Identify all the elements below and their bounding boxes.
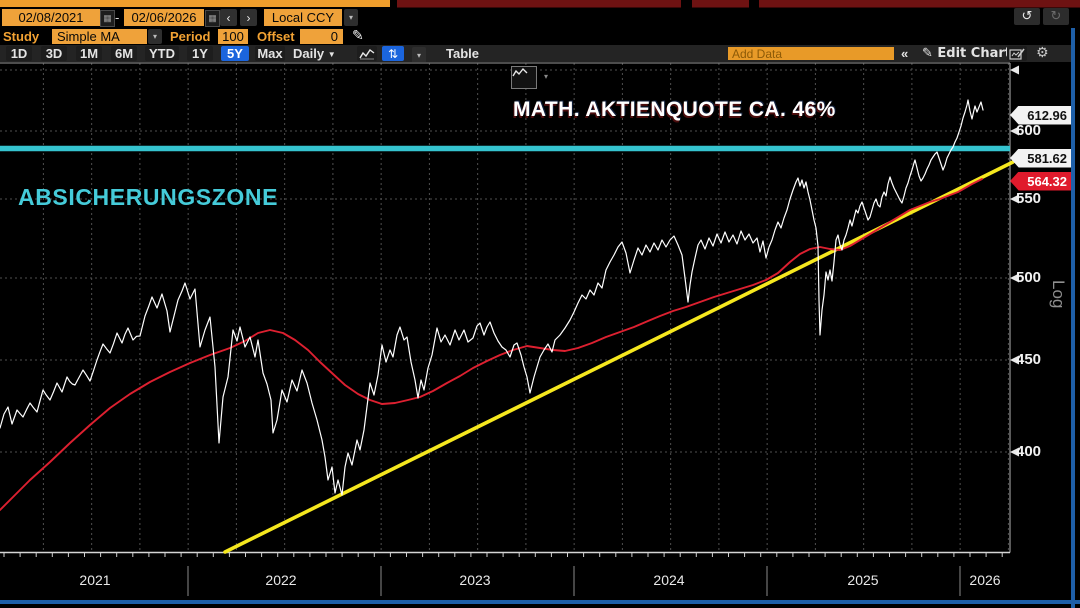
period-input[interactable]: 100: [218, 29, 248, 44]
support-trendline: [223, 160, 1015, 554]
y-tick-label-550: 550: [1016, 190, 1042, 207]
toolbar-row-study: Study Simple MA ▾ Period 100 Offset 0 ✎: [0, 28, 1080, 45]
window-right-border: [1071, 28, 1075, 608]
add-data-input[interactable]: [728, 47, 894, 60]
edit-chart-button[interactable]: ✎ Edit Chart: [922, 46, 1011, 61]
offset-input[interactable]: 0: [300, 29, 343, 44]
y-tick-label-450: 450: [1016, 351, 1042, 368]
gear-icon[interactable]: ⚙: [1036, 45, 1049, 61]
line-chart-icon[interactable]: [357, 46, 377, 61]
undo-button[interactable]: ↺: [1014, 8, 1040, 25]
series-price: [0, 99, 984, 496]
hedging-zone-annotation: ABSICHERUNGSZONE: [18, 184, 279, 210]
chart-type-dropdown-button[interactable]: ▾: [412, 47, 426, 64]
equity-quote-annotation: MATH. AKTIENQUOTE CA. 46%: [513, 98, 836, 121]
study-select[interactable]: Simple MA: [52, 29, 147, 44]
panel-type-button[interactable]: [511, 66, 537, 89]
range-tab-1M[interactable]: 1M: [76, 46, 102, 61]
date-range-separator: -: [115, 10, 120, 25]
panel-type-dropdown[interactable]: ▾: [538, 66, 554, 87]
price-tag-trendline-level: 581.62: [1010, 148, 1072, 168]
x-tick-label-2023: 2023: [459, 572, 491, 588]
frequency-label: Daily: [293, 46, 325, 61]
currency-dropdown-button[interactable]: ▾: [344, 9, 358, 26]
compare-sort-icon[interactable]: ⇅: [382, 46, 404, 61]
calendar-icon[interactable]: ▦: [205, 10, 220, 27]
level-line-hedging-zone-ceiling: [0, 145, 1010, 152]
date-from-field[interactable]: 02/08/2021: [2, 9, 100, 26]
chart-canvas[interactable]: [0, 62, 1080, 608]
frequency-select[interactable]: Daily ▼: [293, 46, 336, 61]
edit-study-pencil-icon[interactable]: ✎: [352, 28, 364, 44]
offset-label: Offset: [257, 29, 295, 44]
range-tab-1Y[interactable]: 1Y: [187, 46, 213, 61]
window-bottom-border: [0, 600, 1080, 604]
price-tag-sma-100: 564.32: [1010, 171, 1072, 191]
prev-range-button[interactable]: ‹: [220, 9, 237, 26]
next-range-button[interactable]: ›: [240, 9, 257, 26]
y-tick-label-500: 500: [1016, 269, 1042, 286]
toolbar-row-tools: 1D 3D 1M 6M YTD 1Y 5Y Max Daily ▼ ⇅ ▾ Table « ✎…: [0, 45, 1071, 64]
grid-lines: [0, 63, 1010, 553]
collapse-panel-button[interactable]: «: [901, 46, 909, 61]
y-tick-label-600: 600: [1016, 122, 1042, 139]
range-tab-1D[interactable]: 1D: [6, 46, 32, 61]
table-button[interactable]: Table: [446, 46, 479, 61]
study-dropdown-button[interactable]: ▾: [148, 29, 162, 44]
range-tab-3D[interactable]: 3D: [41, 46, 67, 61]
study-label: Study: [3, 29, 40, 44]
range-tab-Max[interactable]: Max: [255, 46, 285, 61]
currency-select[interactable]: Local CCY: [264, 9, 342, 26]
toolbar-row-dates: 02/08/2021 ▦ - 02/06/2026 ▦ ‹ › Local CC…: [0, 8, 1080, 28]
price-tag-price: 612.96: [1010, 105, 1072, 125]
top-strip-red-segment: [759, 0, 1080, 8]
date-to-field[interactable]: 02/06/2026: [124, 9, 204, 26]
top-strip-red-segment: [397, 0, 681, 8]
x-tick-label-2025: 2025: [847, 572, 879, 588]
range-tab-6M[interactable]: 6M: [111, 46, 137, 61]
x-tick-label-2021: 2021: [79, 572, 111, 588]
y-tick-label-400: 400: [1016, 443, 1042, 460]
axes: [0, 62, 1019, 596]
x-tick-label-2022: 2022: [265, 572, 297, 588]
redo-button[interactable]: ↻: [1043, 8, 1069, 25]
x-tick-label-2024: 2024: [653, 572, 685, 588]
x-tick-label-2026: 2026: [969, 572, 1001, 588]
series-sma-100: [0, 178, 983, 511]
range-tab-5Y[interactable]: 5Y: [221, 46, 249, 61]
annotate-chart-icon[interactable]: [1007, 46, 1027, 61]
range-tab-YTD[interactable]: YTD: [145, 46, 179, 61]
calendar-icon[interactable]: ▦: [100, 10, 115, 27]
log-scale-label: Log: [1049, 280, 1068, 309]
chart-area[interactable]: ▾ MATH. AKTIENQUOTE CA. 46% ABSICHERUNGS…: [0, 62, 1080, 608]
top-strip-red-segment: [692, 0, 749, 8]
top-strip-orange-segment: [0, 0, 390, 7]
chevron-down-icon: ▼: [327, 50, 336, 59]
period-label: Period: [170, 29, 211, 44]
